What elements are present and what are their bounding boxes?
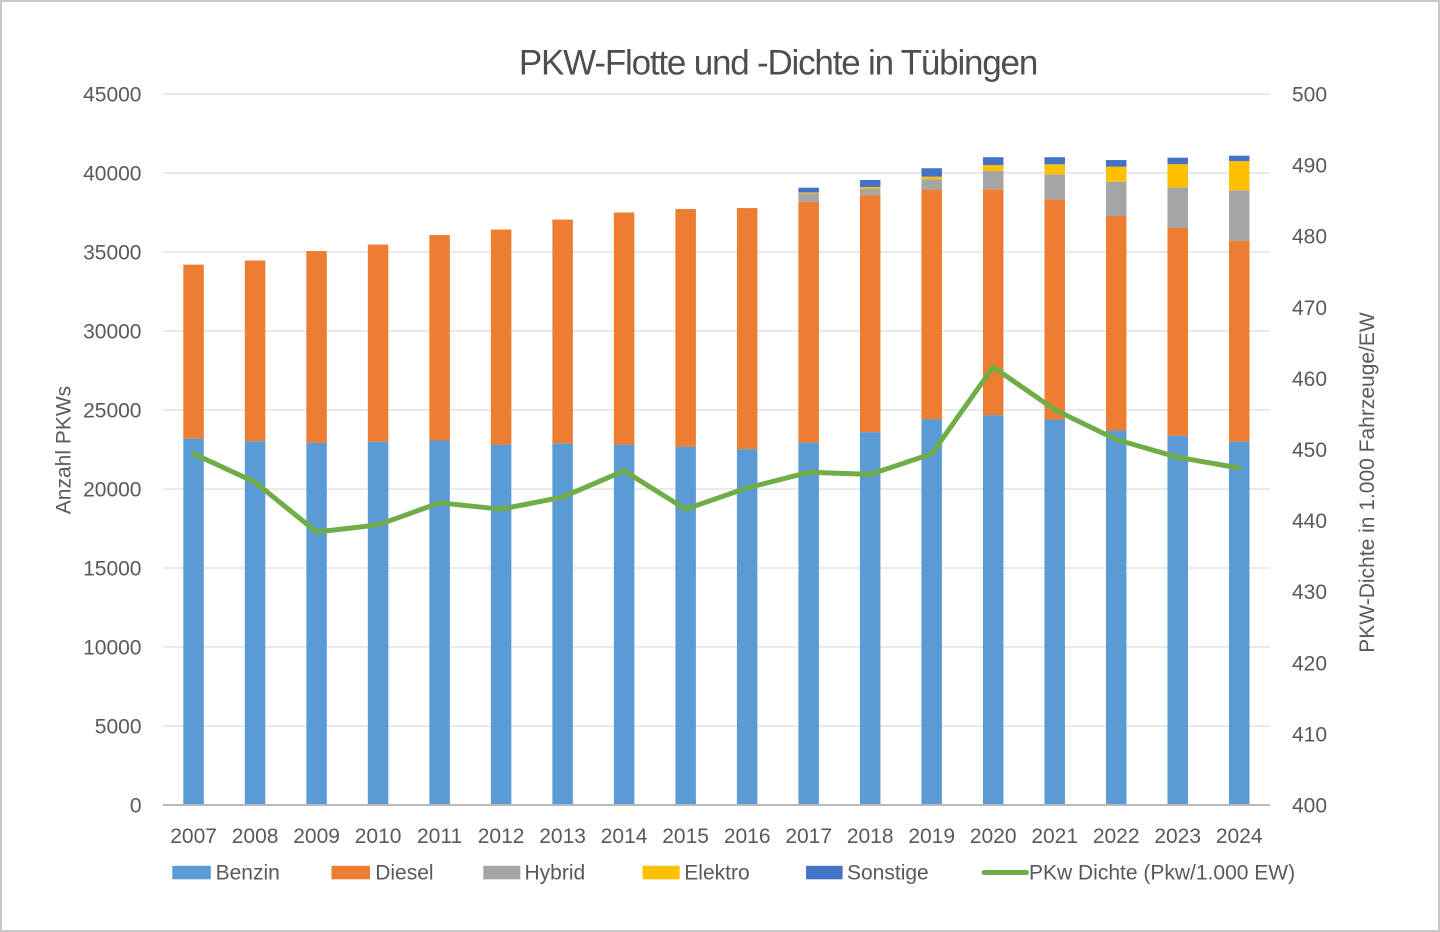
- svg-text:410: 410: [1292, 723, 1327, 746]
- svg-text:400: 400: [1292, 795, 1327, 818]
- svg-text:2017: 2017: [785, 825, 832, 848]
- svg-text:490: 490: [1292, 155, 1327, 178]
- svg-text:2014: 2014: [601, 825, 648, 848]
- svg-text:40000: 40000: [83, 163, 141, 186]
- svg-text:0: 0: [130, 795, 142, 818]
- svg-text:Anzahl PKWs: Anzahl PKWs: [53, 386, 76, 514]
- svg-text:2009: 2009: [293, 825, 340, 848]
- svg-text:PKw Dichte (Pkw/1.000 EW): PKw Dichte (Pkw/1.000 EW): [1029, 862, 1295, 885]
- svg-text:450: 450: [1292, 439, 1327, 462]
- svg-text:5000: 5000: [95, 716, 142, 739]
- svg-text:480: 480: [1292, 226, 1327, 249]
- svg-text:2012: 2012: [478, 825, 525, 848]
- svg-text:2008: 2008: [232, 825, 279, 848]
- svg-text:2023: 2023: [1154, 825, 1201, 848]
- svg-text:2013: 2013: [539, 825, 586, 848]
- svg-text:2018: 2018: [847, 825, 894, 848]
- svg-text:30000: 30000: [83, 321, 141, 344]
- svg-text:2021: 2021: [1031, 825, 1078, 848]
- svg-text:2016: 2016: [724, 825, 771, 848]
- svg-text:420: 420: [1292, 652, 1327, 675]
- svg-text:Hybrid: Hybrid: [525, 862, 586, 885]
- svg-text:20000: 20000: [83, 479, 141, 502]
- svg-text:25000: 25000: [83, 400, 141, 423]
- svg-text:470: 470: [1292, 297, 1327, 320]
- svg-text:440: 440: [1292, 510, 1327, 533]
- svg-text:460: 460: [1292, 368, 1327, 391]
- svg-text:45000: 45000: [83, 84, 141, 107]
- svg-text:Elektro: Elektro: [684, 862, 749, 885]
- svg-text:2022: 2022: [1093, 825, 1140, 848]
- svg-text:15000: 15000: [83, 558, 141, 581]
- svg-text:2015: 2015: [662, 825, 709, 848]
- svg-text:PKW-Flotte und -Dichte in Tübi: PKW-Flotte und -Dichte in Tübingen: [519, 44, 1037, 83]
- svg-text:430: 430: [1292, 581, 1327, 604]
- svg-text:Diesel: Diesel: [375, 862, 433, 885]
- svg-text:10000: 10000: [83, 637, 141, 660]
- svg-text:500: 500: [1292, 84, 1327, 107]
- svg-text:2007: 2007: [170, 825, 217, 848]
- svg-text:2010: 2010: [355, 825, 402, 848]
- svg-text:Benzin: Benzin: [216, 862, 280, 885]
- svg-text:2019: 2019: [908, 825, 955, 848]
- svg-text:2011: 2011: [417, 825, 462, 848]
- svg-text:2024: 2024: [1216, 825, 1263, 848]
- svg-text:2020: 2020: [970, 825, 1017, 848]
- svg-text:Sonstige: Sonstige: [847, 862, 929, 885]
- svg-text:PKW-Dichte in 1.000 Fahrzeuge/: PKW-Dichte in 1.000 Fahrzeuge/EW: [1356, 312, 1379, 653]
- svg-text:35000: 35000: [83, 242, 141, 265]
